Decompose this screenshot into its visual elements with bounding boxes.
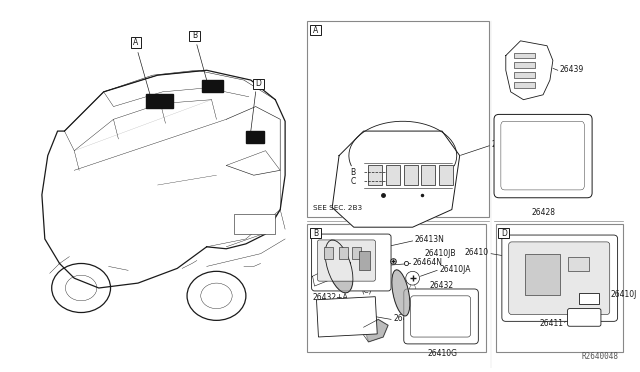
Text: 26432: 26432 [429,280,453,289]
Bar [439,166,453,185]
FancyBboxPatch shape [404,289,478,344]
Text: (C): (C) [362,288,372,294]
FancyBboxPatch shape [509,242,610,314]
Bar [568,257,589,271]
Polygon shape [392,270,410,316]
Text: 26439: 26439 [560,65,584,74]
Text: B: B [313,228,318,238]
Text: D: D [256,80,262,89]
Text: (B): (B) [319,244,330,250]
FancyBboxPatch shape [312,234,391,291]
Bar [514,72,535,78]
Text: 25450: 25450 [424,324,449,333]
Bar [131,38,141,48]
Text: 26464N: 26464N [413,258,443,267]
FancyBboxPatch shape [568,309,601,326]
Bar [514,62,535,68]
Bar [404,166,417,185]
Bar [317,297,377,337]
Text: 26410G: 26410G [427,349,457,358]
Bar [307,224,486,352]
Text: 26410JB: 26410JB [424,249,456,258]
Text: 26432+A: 26432+A [312,293,348,302]
Bar [339,247,348,259]
Bar [146,94,173,108]
Bar [579,293,599,304]
Text: B: B [351,168,356,177]
Text: C: C [351,177,356,186]
Bar [253,78,264,89]
FancyBboxPatch shape [317,240,375,281]
Text: 26413N: 26413N [415,235,444,244]
Text: B: B [193,32,198,41]
Bar [496,224,623,352]
FancyBboxPatch shape [411,296,470,337]
Text: 26410J: 26410J [611,291,637,299]
Text: A: A [313,26,318,35]
Bar [358,251,371,270]
Text: 26461: 26461 [393,314,417,323]
Text: R2640048: R2640048 [582,352,619,361]
Bar [246,131,264,143]
Text: D: D [501,228,507,238]
Bar [234,214,275,234]
Bar [514,52,535,58]
Text: SEE SEC. 2B3: SEE SEC. 2B3 [312,205,362,211]
Text: 26430: 26430 [491,140,515,149]
Text: 26410JA: 26410JA [439,265,470,274]
Bar [310,228,321,238]
Text: 26410: 26410 [464,248,488,257]
Polygon shape [364,320,388,342]
Bar [310,25,321,35]
Bar [369,166,382,185]
Polygon shape [506,41,553,100]
Bar [324,247,333,259]
Bar [386,166,400,185]
Text: 26428: 26428 [531,208,555,217]
FancyBboxPatch shape [501,121,584,190]
Bar [514,82,535,88]
Bar [189,31,200,41]
Bar [202,80,223,92]
Bar [525,254,560,295]
Bar [499,228,509,238]
Bar [352,247,360,259]
Polygon shape [332,131,460,227]
FancyBboxPatch shape [494,115,592,198]
Bar [422,166,435,185]
FancyBboxPatch shape [502,235,618,321]
Polygon shape [325,240,353,293]
Text: 26411: 26411 [540,319,564,328]
Bar [307,21,489,217]
Text: A: A [133,38,139,47]
